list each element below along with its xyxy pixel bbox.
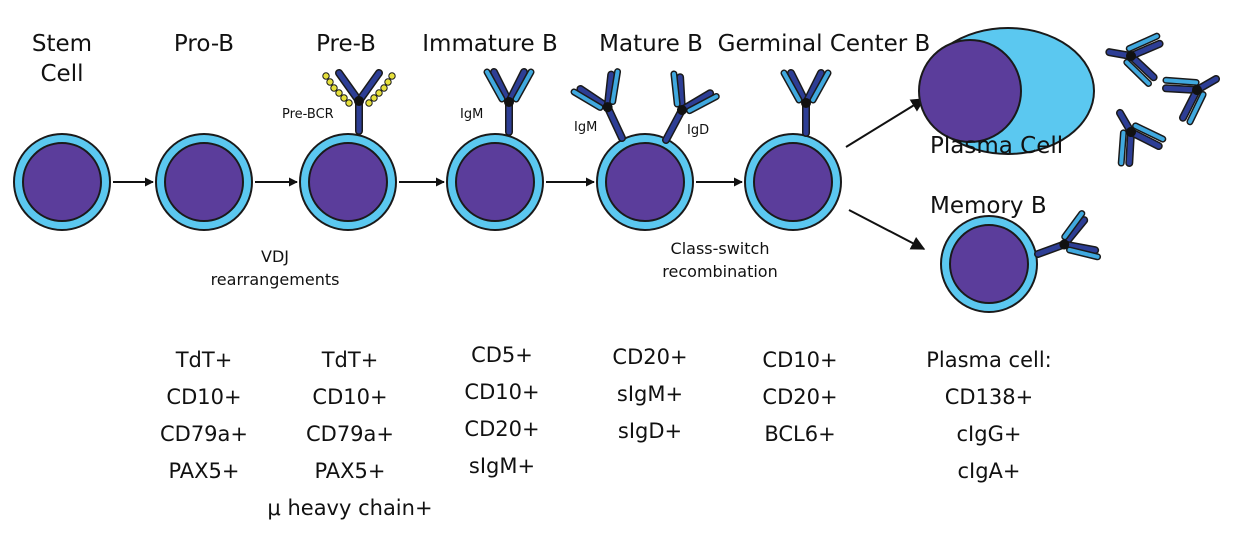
class-switch-note-line-2: recombination: [662, 262, 777, 281]
pre-bcr-receptor: [322, 69, 396, 135]
mature-b-igd-antibody: [662, 70, 720, 144]
cell-nucleus: [455, 142, 535, 222]
cell-nucleus: [308, 142, 388, 222]
surrogate-light-chain-left: [322, 72, 353, 107]
stage-arrows: [113, 98, 926, 250]
pre-bcr-label: Pre-BCR: [282, 107, 334, 122]
antibody-icon: [322, 69, 396, 135]
mature-igd-label: IgD: [687, 123, 709, 138]
vdj-note-line-2: rearrangements: [211, 270, 340, 289]
antibody-icon: [1161, 75, 1221, 126]
arrow-to-memory-b: [848, 209, 926, 250]
marker-item: PAX5+: [314, 459, 385, 483]
marker-item: CD20+: [762, 385, 837, 409]
stage-titles: Stem Cell Pro-B Pre-B Immature B Mature …: [32, 31, 930, 87]
marker-item: Plasma cell:: [926, 348, 1052, 372]
marker-item: PAX5+: [168, 459, 239, 483]
arrow-to-plasma-cell: [845, 98, 926, 148]
antibody-icon: [570, 68, 626, 142]
germinal-center-antibody: [780, 69, 832, 137]
cell-nucleus: [22, 142, 102, 222]
marker-item: CD10+: [464, 380, 539, 404]
antibody-icon: [1116, 108, 1167, 168]
immature-b-cell: [446, 133, 544, 231]
mature-b-title: Mature B: [599, 31, 703, 57]
marker-item: sIgM+: [617, 382, 683, 406]
secreted-antibody-2: [1161, 75, 1221, 126]
mature-b-igm-antibody: [570, 68, 626, 142]
mature-b-cell: [596, 133, 694, 231]
cell-nucleus: [753, 142, 833, 222]
cell-nucleus: [605, 142, 685, 222]
marker-item: CD20+: [612, 345, 687, 369]
marker-item: CD138+: [945, 385, 1034, 409]
plasma-nucleus: [918, 39, 1022, 143]
stem-cell: [13, 133, 111, 231]
antibody-icon: [780, 69, 832, 137]
cell-nucleus: [949, 224, 1029, 304]
marker-item: TdT+: [175, 348, 233, 372]
pre-b-title: Pre-B: [316, 31, 376, 57]
cell-nucleus: [164, 142, 244, 222]
heavy-arm-left-fill: [336, 70, 362, 104]
antibody-icon: [662, 70, 720, 144]
stem-cell-title-line-2: Cell: [41, 61, 84, 87]
pro-b-title: Pro-B: [174, 31, 234, 57]
germinal-center-b-cell: [744, 133, 842, 231]
germinal-center-b-markers: CD10+ CD20+ BCL6+: [762, 348, 837, 446]
stem-cell-title-line-1: Stem: [32, 31, 92, 57]
antibody-icon: [1105, 32, 1164, 87]
pre-b-cell: [299, 133, 397, 231]
marker-item: TdT+: [321, 348, 379, 372]
marker-item: CD10+: [312, 385, 387, 409]
marker-item: μ heavy chain+: [267, 496, 432, 520]
memory-b-cell: [940, 215, 1038, 313]
marker-item: cIgG+: [957, 422, 1022, 446]
marker-item: CD79a+: [160, 422, 248, 446]
hinge: [354, 96, 364, 106]
surrogate-light-chain-right: [365, 72, 396, 107]
marker-item: cIgA+: [957, 459, 1020, 483]
immature-b-title: Immature B: [422, 31, 557, 57]
antibody-icon: [483, 68, 535, 136]
marker-item: CD5+: [471, 343, 533, 367]
process-notes: VDJ rearrangements Class-switch recombin…: [211, 239, 778, 289]
marker-item: BCL6+: [764, 422, 835, 446]
marker-item: sIgM+: [469, 454, 535, 478]
memory-b-label: Memory B: [930, 193, 1047, 219]
marker-item: CD20+: [464, 417, 539, 441]
marker-item: CD10+: [762, 348, 837, 372]
heavy-arm-right-fill: [356, 70, 382, 104]
pro-b-cell: [155, 133, 253, 231]
memory-b-antibody: [1034, 210, 1102, 261]
pre-b-markers: TdT+ CD10+ CD79a+ PAX5+ μ heavy chain+: [267, 348, 432, 520]
plasma-cell-label: Plasma Cell: [930, 133, 1063, 159]
plasma-cell-markers: Plasma cell: CD138+ cIgG+ cIgA+: [926, 348, 1052, 483]
secreted-antibody-1: [1105, 32, 1164, 87]
plasma-cell: [918, 27, 1095, 155]
marker-item: CD10+: [166, 385, 241, 409]
pro-b-markers: TdT+ CD10+ CD79a+ PAX5+: [160, 348, 248, 483]
secreted-antibody-3: [1116, 108, 1167, 168]
marker-item: CD79a+: [306, 422, 394, 446]
antibody-icon: [1034, 210, 1102, 261]
marker-item: sIgD+: [618, 419, 682, 443]
immature-b-igm-antibody: [483, 68, 535, 136]
mature-igm-label: IgM: [574, 120, 597, 135]
immature-igm-label: IgM: [460, 107, 483, 122]
antibody-labels: Pre-BCR IgM IgM IgD: [282, 107, 709, 138]
germinal-center-b-title: Germinal Center B: [718, 31, 931, 57]
mature-b-markers: CD20+ sIgM+ sIgD+: [612, 345, 687, 443]
vdj-note-line-1: VDJ: [261, 247, 289, 266]
class-switch-note-line-1: Class-switch: [671, 239, 770, 258]
immature-b-markers: CD5+ CD10+ CD20+ sIgM+: [464, 343, 539, 478]
